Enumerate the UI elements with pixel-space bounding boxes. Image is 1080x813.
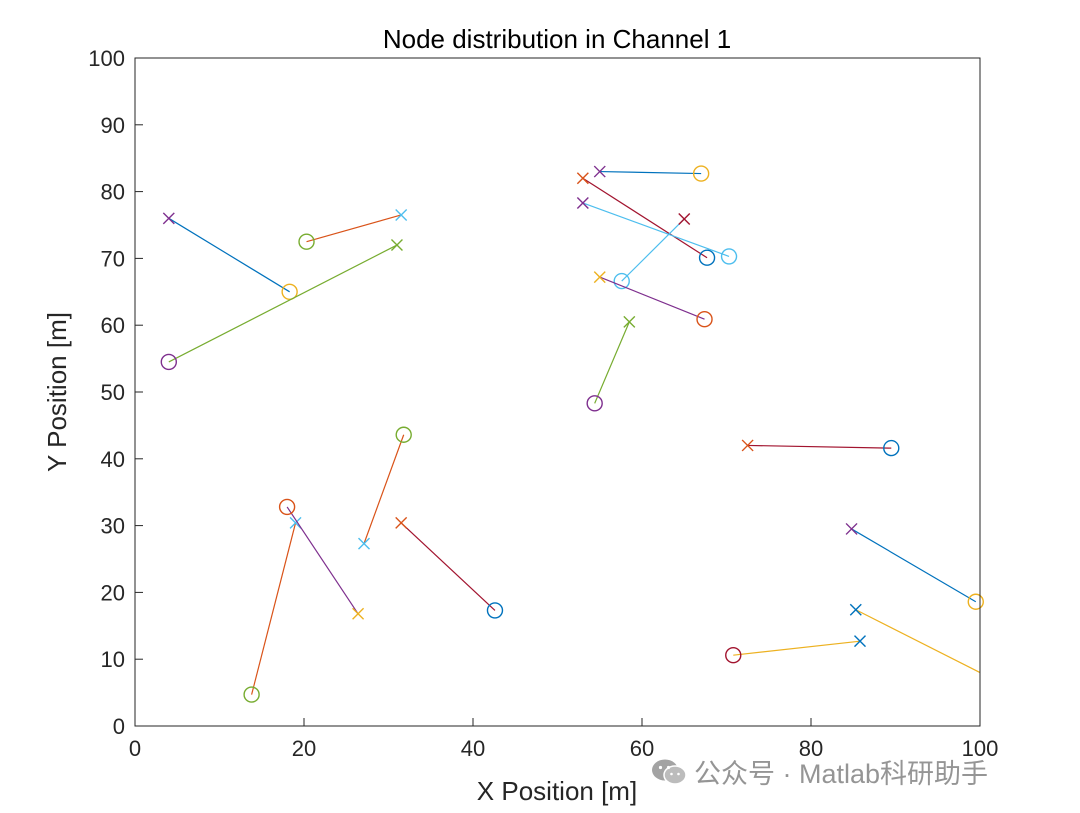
link-line [621,218,685,282]
cross-marker [854,635,867,648]
cross-marker [352,607,365,620]
y-tick-label: 10 [101,647,125,672]
cross-marker [395,516,408,529]
axes-box [134,57,981,727]
cross-marker [849,603,862,616]
x-tick-label: 100 [962,736,999,761]
circle-marker [278,498,296,516]
cross-stroke [390,239,403,252]
cross-marker [576,196,589,209]
cross-marker [623,315,636,328]
circle-marker [698,249,716,266]
cross-marker [678,212,691,225]
circle-marker [692,165,710,182]
link-line [363,434,405,544]
y-tick-label: 90 [101,113,125,138]
watermark-text: 公众号 · Matlab科研助手 [694,759,989,789]
x-tick-label: 20 [292,736,316,761]
link-line [306,214,402,243]
link-line [599,170,702,175]
cross-stroke [623,315,636,328]
circle-marker [281,283,298,300]
circle-marker [696,310,713,328]
cross-stroke [162,212,175,225]
cross-stroke [593,165,606,178]
cross-marker [395,208,408,221]
y-tick-label: 50 [101,380,125,405]
y-axis-label: Y Position [m] [42,312,72,472]
x-ticks: 0 20 40 60 80 100 [129,718,998,761]
cross-marker [845,522,858,535]
y-tick-label: 60 [101,313,125,338]
y-tick-label: 100 [88,46,125,71]
link-line [251,522,297,695]
circle-marker [586,395,603,412]
data-marks [160,165,984,703]
cross-stroke [593,271,606,284]
cross-marker [358,537,370,550]
y-tick-label: 80 [101,180,125,205]
link-line [582,177,708,259]
cross-marker [593,271,606,284]
link-line [851,528,977,603]
cross-stroke [395,208,408,221]
cross-stroke [845,522,858,535]
x-tick-label: 60 [630,736,654,761]
y-tick-label: 0 [113,714,125,739]
cross-stroke [289,516,302,529]
cross-stroke [395,516,408,529]
cross-stroke [741,439,754,452]
circle-marker [613,272,630,290]
cross-marker [593,165,606,178]
link-line [747,444,892,449]
circle-marker [967,593,984,610]
link-line [168,217,290,293]
circle-marker [160,353,178,371]
link-line [733,640,861,656]
chart-title: Node distribution in Channel 1 [383,24,731,54]
circle-marker [486,602,504,619]
axes [134,57,981,727]
circle-marker [298,233,315,250]
cross-marker [576,172,589,185]
watermark: 公众号 · Matlab科研助手 [650,752,988,791]
x-axis-label: X Position [m] [477,776,637,806]
y-tick-label: 70 [101,246,125,271]
link-line [599,276,705,320]
cross-stroke [849,603,862,616]
x-tick-label: 40 [461,736,485,761]
cross-marker [162,212,175,225]
link-line [168,244,398,363]
link-line [286,506,359,615]
cross-marker [289,516,302,529]
y-ticks: 0 10 20 30 40 50 60 70 80 90 100 [88,46,143,739]
x-tick-label: 80 [799,736,823,761]
circle-marker [883,439,900,457]
cross-stroke [576,172,589,185]
cross-stroke [358,537,370,550]
link-line [400,522,496,611]
x-tick-label: 0 [129,736,141,761]
link-line [594,321,630,404]
circle-marker [720,248,738,265]
circle-marker [395,426,412,443]
cross-stroke [678,212,691,225]
cross-stroke [352,607,365,620]
y-tick-label: 20 [101,580,125,605]
cross-marker [741,439,754,452]
link-line [855,609,981,674]
circle-marker [243,686,260,703]
circle-marker [725,646,742,664]
wechat-icon [652,759,687,785]
y-tick-label: 30 [101,514,125,539]
link-line [582,202,730,257]
cross-stroke [854,635,867,648]
cross-stroke [576,196,589,209]
y-tick-label: 40 [101,447,125,472]
cross-marker [390,239,403,252]
